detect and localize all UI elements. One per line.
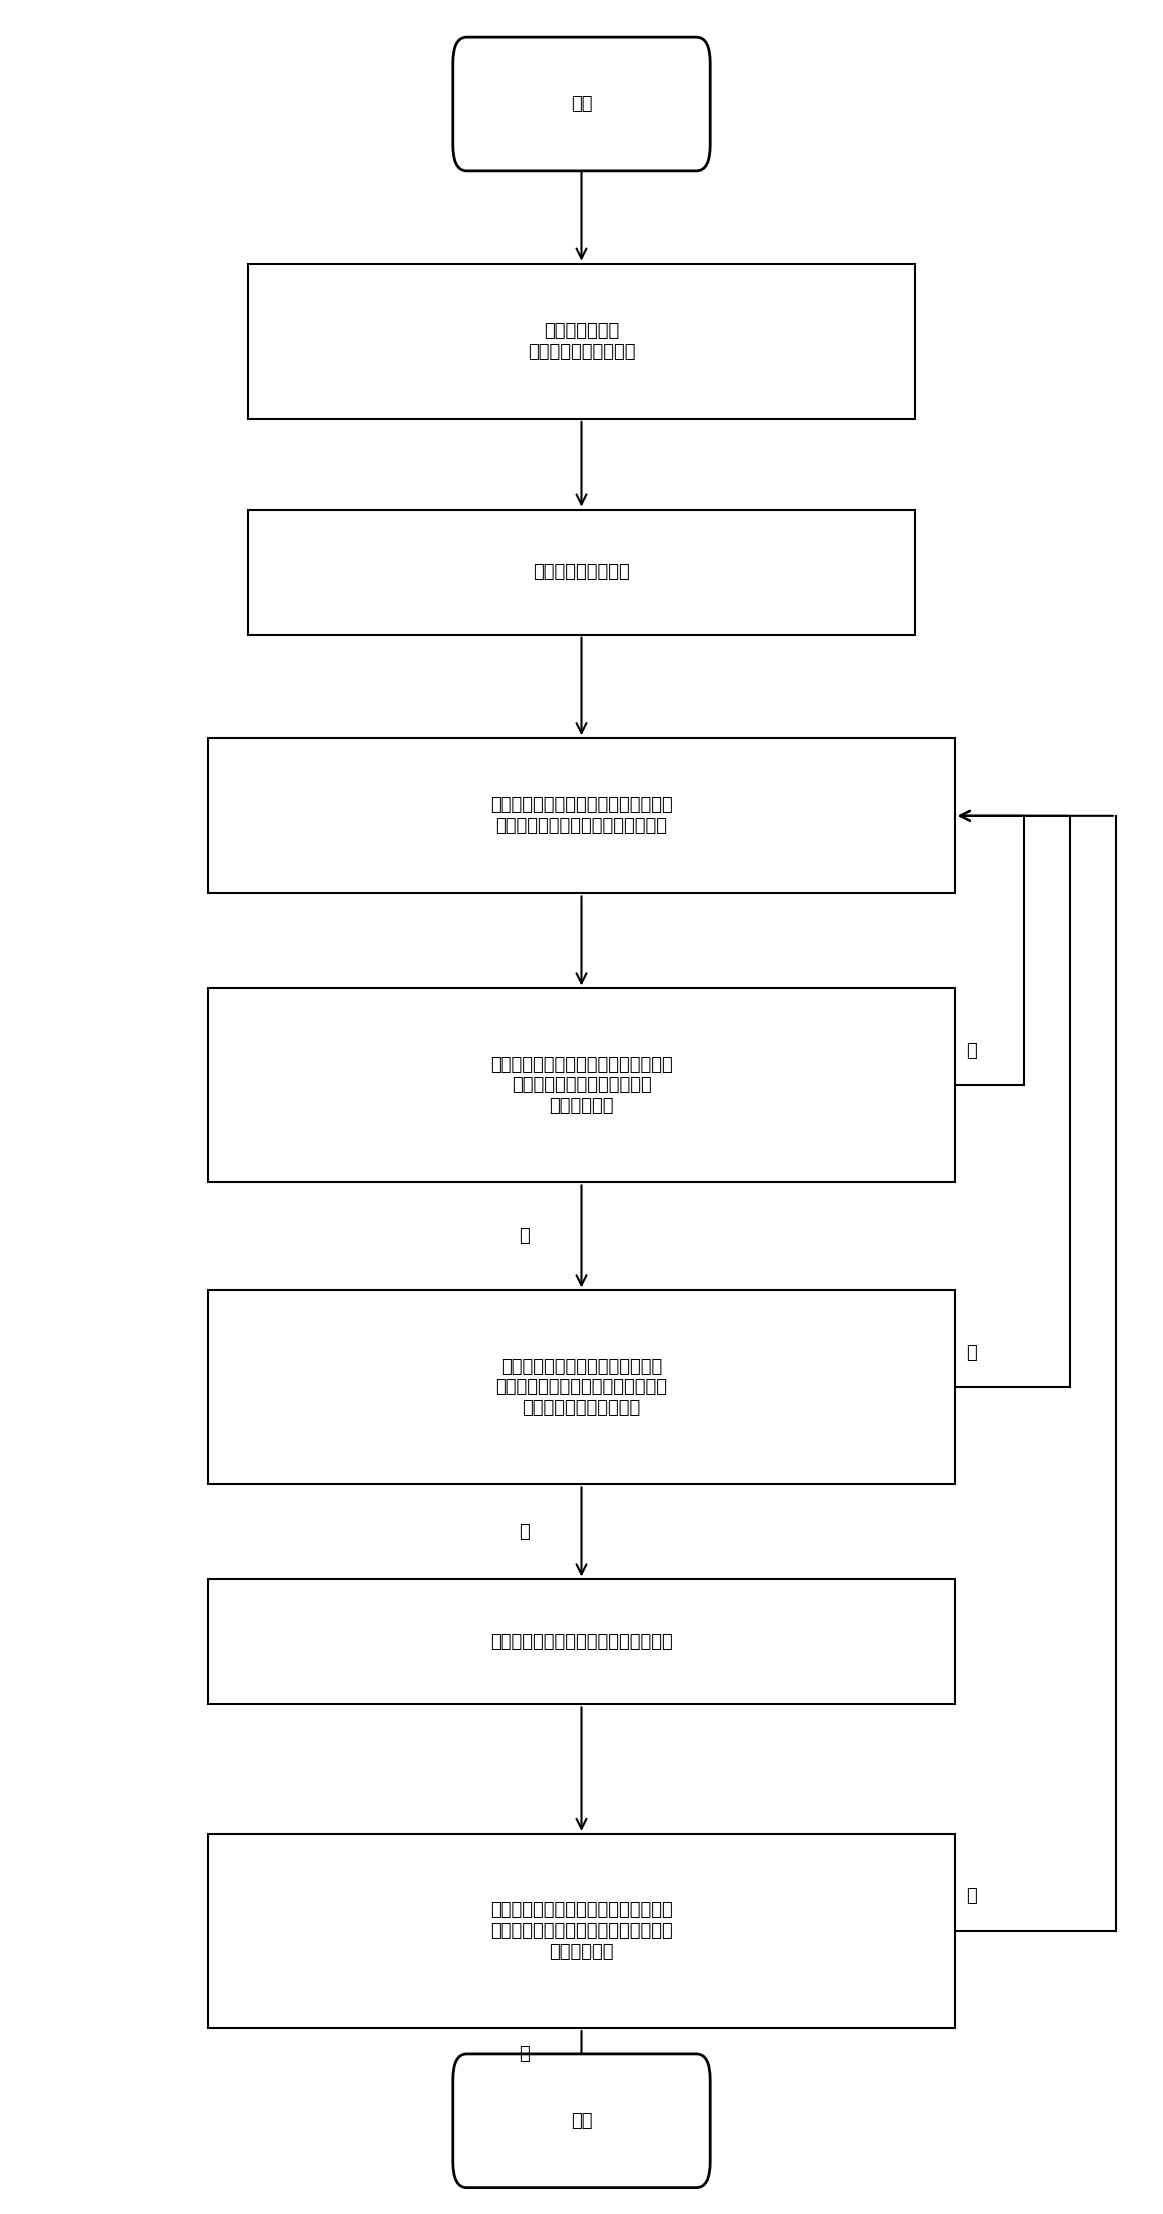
Text: 给水温度变化値输入: 给水温度变化値输入 bbox=[533, 562, 630, 580]
Text: 估计给水温度变化后的燃料量、空气预
热器出口热空气温度、炉膛出口烟温: 估计给水温度变化后的燃料量、空气预 热器出口热空气温度、炉膛出口烟温 bbox=[490, 797, 673, 835]
FancyBboxPatch shape bbox=[452, 2055, 711, 2187]
Text: 是: 是 bbox=[519, 1227, 529, 1246]
Text: 是: 是 bbox=[519, 2046, 529, 2063]
Text: 否: 否 bbox=[966, 1344, 977, 1362]
Text: 是: 是 bbox=[519, 1523, 529, 1541]
Bar bbox=[248, 509, 915, 635]
Text: 计算给水温度变化后的空气预热器
出口热空气温度，并和估计値进行比
较，看是否小于给定误差: 计算给水温度变化后的空气预热器 出口热空气温度，并和估计値进行比 较，看是否小于… bbox=[495, 1357, 668, 1417]
FancyBboxPatch shape bbox=[452, 38, 711, 170]
Bar bbox=[208, 737, 955, 894]
Text: 锅炉基准参数和
运行及结构参数的输入: 锅炉基准参数和 运行及结构参数的输入 bbox=[528, 321, 635, 361]
Text: 开始: 开始 bbox=[571, 95, 592, 113]
Bar bbox=[208, 987, 955, 1182]
Text: 计算给水温度变化后的炉膛出口烟温，
并和估计値进行比较，看是否
小于给定误差: 计算给水温度变化后的炉膛出口烟温， 并和估计値进行比较，看是否 小于给定误差 bbox=[490, 1056, 673, 1116]
Bar bbox=[208, 1291, 955, 1483]
Text: 否: 否 bbox=[966, 1886, 977, 1904]
Bar bbox=[208, 1579, 955, 1705]
Bar bbox=[248, 263, 915, 418]
Text: 否: 否 bbox=[966, 1041, 977, 1061]
Text: 通过炉膛热平衡计算燃料高位发热量校
核燃料量，和给定値进行比较，看是否
小于给定误差: 通过炉膛热平衡计算燃料高位发热量校 核燃料量，和给定値进行比较，看是否 小于给定… bbox=[490, 1902, 673, 1962]
Text: 结束: 结束 bbox=[571, 2112, 592, 2130]
Text: 计算给水温度变化后的省某器出口水温: 计算给水温度变化后的省某器出口水温 bbox=[490, 1634, 673, 1652]
Bar bbox=[208, 1833, 955, 2028]
